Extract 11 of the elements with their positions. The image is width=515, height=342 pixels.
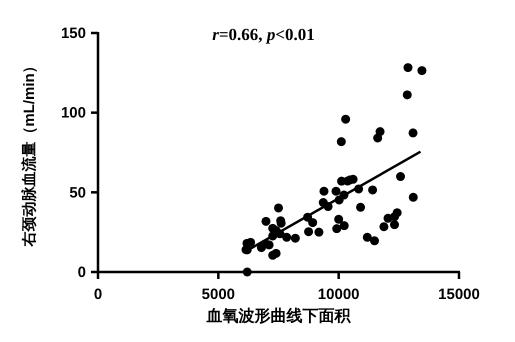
y-tick-label: 100 [60, 104, 86, 122]
x-tick-label: 10000 [318, 286, 360, 303]
y-tick-label: 0 [78, 264, 86, 281]
x-tick-label: 15000 [438, 286, 480, 303]
y-axis-title: 右颈动脉血流量（mL/min） [20, 58, 38, 248]
y-tick-label: 150 [60, 25, 86, 42]
x-tick-label: 0 [94, 286, 102, 303]
x-axis-title: 血氧波形曲线下面积 [206, 307, 352, 325]
annotation: r=0.66, p<0.01 [212, 25, 315, 44]
x-tick-label: 5000 [202, 286, 236, 303]
y-tick-label: 50 [69, 184, 86, 202]
